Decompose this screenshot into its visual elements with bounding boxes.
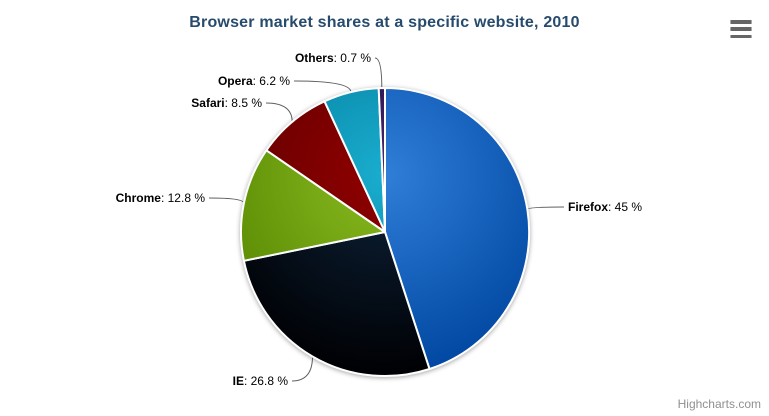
data-label-others: Others: 0.7 % (295, 51, 371, 65)
pie-slice-others[interactable] (377, 86, 386, 233)
data-label-value: : 26.8 % (243, 374, 288, 388)
data-label-safari: Safari: 8.5 % (191, 96, 262, 110)
pie-slice-chrome[interactable] (239, 149, 386, 262)
chart-title: Browser market shares at a specific webs… (189, 14, 580, 31)
connector-chrome (208, 197, 245, 204)
export-menu-button[interactable] (731, 20, 753, 38)
data-label-chrome: Chrome: 12.8 % (116, 191, 205, 205)
connector-ie (291, 356, 313, 382)
connector-safari (265, 102, 293, 122)
data-label-name: IE (232, 374, 244, 388)
data-label-name: Safari (191, 96, 225, 110)
data-label-value: : 8.5 % (224, 96, 262, 110)
data-label-ie: IE: 26.8 % (233, 374, 288, 388)
pie-slice-ie[interactable] (242, 231, 431, 378)
data-label-firefox: Firefox: 45 % (568, 200, 642, 214)
connector-firefox (526, 206, 565, 210)
highcharts-credit-link[interactable]: Highcharts.com (677, 397, 761, 411)
data-label-value: : 12.8 % (160, 191, 205, 205)
data-label-opera: Opera: 6.2 % (218, 74, 290, 88)
data-label-name: Opera (217, 74, 253, 88)
data-label-value: : 45 % (608, 200, 643, 214)
data-label-name: Firefox (568, 200, 609, 214)
data-label-name: Others (294, 51, 334, 65)
pie-slice-firefox[interactable] (384, 87, 531, 370)
data-label-name: Chrome (115, 191, 161, 205)
connector-others (374, 57, 383, 89)
data-label-value: : 6.2 % (252, 74, 290, 88)
data-label-value: : 0.7 % (333, 51, 371, 65)
connector-opera (293, 80, 352, 93)
